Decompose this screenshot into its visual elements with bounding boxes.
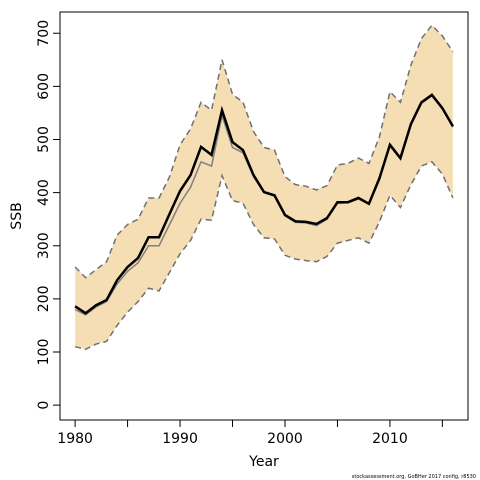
x-tick-label: 1980 [57,431,93,447]
y-tick-label: 500 [36,126,52,153]
band-lower-line [74,160,454,351]
confidence-band [75,25,453,350]
y-tick-label: 100 [36,339,52,366]
y-tick-label: 0 [36,401,52,410]
plot-frame [59,11,469,421]
y-tick-label: 600 [36,73,52,100]
y-axis-label: SSB [9,202,25,229]
series-line [74,93,454,315]
x-tick-label: 2000 [267,431,303,447]
y-tick-label: 300 [36,232,52,259]
x-axis-label: Year [248,454,279,470]
footnote: stockassessment.org, GoBHer 2017 config,… [352,474,476,480]
y-tick-label: 400 [36,179,52,206]
y-tick-label: 200 [36,286,52,313]
x-tick-label: 1990 [162,431,198,447]
x-tick-label: 2010 [372,431,408,447]
y-tick-label: 700 [36,20,52,47]
